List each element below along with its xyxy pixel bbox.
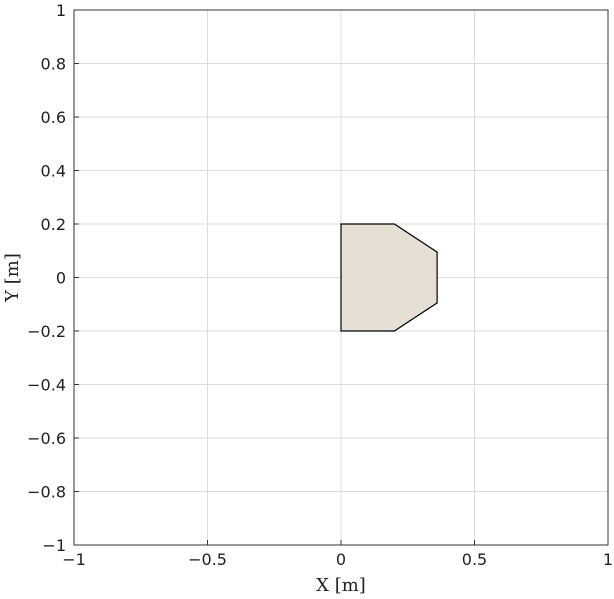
y-tick-label-5: 0 — [56, 269, 66, 288]
polygon-shape-0 — [340, 223, 438, 332]
y-tick-label-6: −0.2 — [27, 322, 66, 341]
tick-labels: −1 −0.5 0 0.5 1 1 0.8 0.6 0.4 0.2 0 −0.2 −0.4 −0.6 −0.… — [27, 1, 613, 569]
x-tick-label-4: 1 — [603, 550, 613, 569]
y-tick-label-1: 0.8 — [41, 55, 66, 74]
y-tick-label-4: 0.2 — [41, 215, 66, 234]
y-tick-label-3: 0.4 — [41, 162, 66, 181]
y-axis-label: Y [m] — [2, 253, 23, 303]
y-tick-label-8: −0.6 — [27, 429, 66, 448]
y-tick-label-10: −1 — [42, 536, 66, 555]
y-tick-label-0: 1 — [56, 1, 66, 20]
x-tick-label-1: −0.5 — [188, 550, 227, 569]
x-tick-label-2: 0 — [336, 550, 346, 569]
y-tick-label-2: 0.6 — [41, 108, 66, 127]
x-tick-label-0: −1 — [62, 550, 86, 569]
x-axis-label: X [m] — [316, 575, 366, 596]
x-tick-label-3: 0.5 — [462, 550, 487, 569]
y-tick-label-9: −0.8 — [27, 483, 66, 502]
y-tick-label-7: −0.4 — [27, 376, 66, 395]
plot-shapes — [340, 223, 438, 332]
